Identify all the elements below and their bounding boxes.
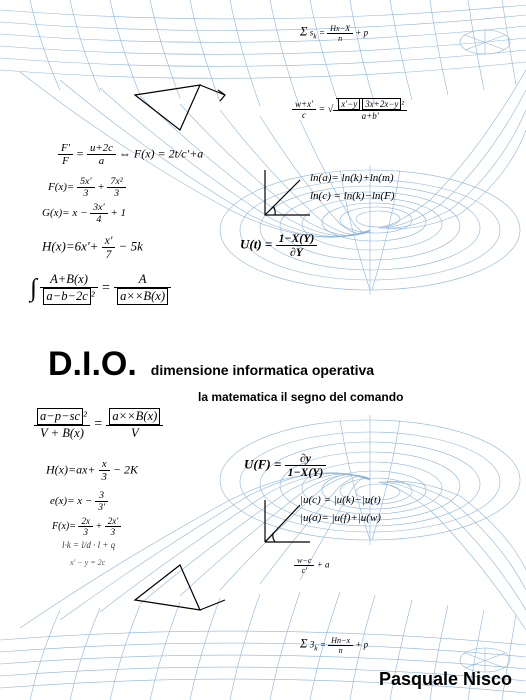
author-name: Pasquale Nisco <box>379 669 512 690</box>
main-title: D.I.O. <box>48 345 137 383</box>
tagline: la matematica il segno del comando <box>198 390 403 404</box>
title-block: D.I.O. dimensione informatica operativa … <box>48 345 403 404</box>
sub-title: dimensione informatica operativa <box>151 362 374 378</box>
